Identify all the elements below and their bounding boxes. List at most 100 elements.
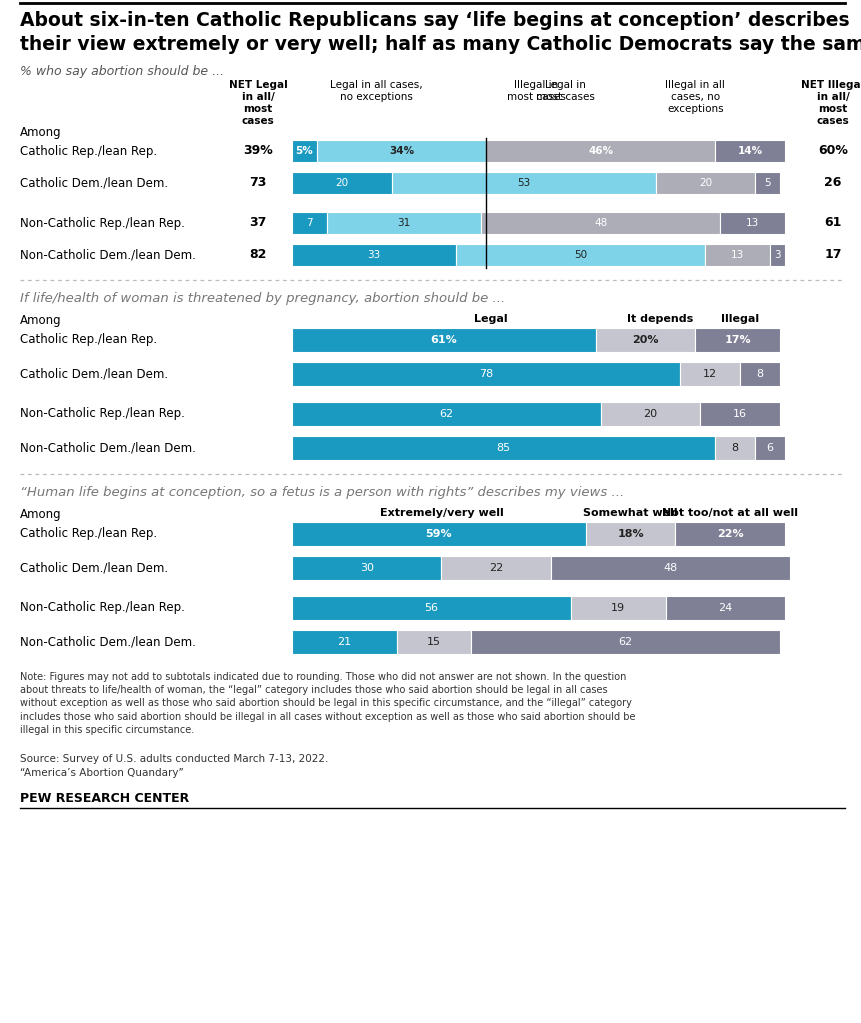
Text: 31: 31 (397, 218, 410, 228)
Text: 18%: 18% (616, 529, 643, 539)
Text: 13: 13 (745, 218, 759, 228)
Text: 17: 17 (823, 249, 841, 262)
Text: “Human life begins at conception, so a fetus is a person with rights” describes : “Human life begins at conception, so a f… (20, 486, 623, 499)
Bar (570, 596, 665, 620)
Bar (675, 522, 784, 546)
Bar (480, 212, 720, 234)
Bar (754, 172, 779, 194)
Text: Non-Catholic Rep./lean Rep.: Non-Catholic Rep./lean Rep. (20, 407, 184, 420)
Text: 73: 73 (249, 177, 266, 189)
Bar (396, 630, 471, 654)
Bar (695, 328, 779, 352)
Text: 46%: 46% (587, 146, 613, 155)
Text: Source: Survey of U.S. adults conducted March 7-13, 2022.
“America’s Abortion Qu: Source: Survey of U.S. adults conducted … (20, 754, 328, 779)
Text: About six-in-ten Catholic Republicans say ‘life begins at conception’ describes: About six-in-ten Catholic Republicans sa… (20, 11, 849, 30)
Text: 34%: 34% (388, 146, 413, 155)
Bar (292, 172, 391, 194)
Text: Among: Among (20, 126, 61, 139)
Text: Among: Among (20, 508, 61, 521)
Text: 61%: 61% (430, 335, 456, 345)
Text: 3: 3 (773, 250, 780, 260)
Bar (292, 212, 326, 234)
Bar (715, 436, 754, 460)
Text: Catholic Rep./lean Rep.: Catholic Rep./lean Rep. (20, 144, 157, 158)
Text: Non-Catholic Rep./lean Rep.: Non-Catholic Rep./lean Rep. (20, 602, 184, 615)
Text: Non-Catholic Dem./lean Dem.: Non-Catholic Dem./lean Dem. (20, 249, 195, 262)
Text: 48: 48 (593, 218, 607, 228)
Text: 22: 22 (488, 563, 503, 573)
Bar (679, 362, 740, 386)
Text: 20: 20 (698, 178, 711, 188)
Text: 85: 85 (496, 443, 510, 453)
Text: If life/health of woman is threatened by pregnancy, abortion should be ...: If life/health of woman is threatened by… (20, 292, 505, 305)
Text: NET Legal
in all/
most
cases: NET Legal in all/ most cases (228, 80, 287, 126)
Bar (455, 244, 704, 266)
Bar (292, 328, 595, 352)
Text: 8: 8 (731, 443, 738, 453)
Text: Catholic Rep./lean Rep.: Catholic Rep./lean Rep. (20, 528, 157, 540)
Text: 7: 7 (306, 218, 313, 228)
Bar (486, 140, 715, 162)
Text: 59%: 59% (425, 529, 452, 539)
Bar (471, 630, 779, 654)
Text: 30: 30 (359, 563, 374, 573)
Text: It depends: It depends (627, 314, 693, 324)
Text: Legal in
most cases: Legal in most cases (536, 80, 595, 102)
Text: Illegal in
most cases: Illegal in most cases (506, 80, 565, 102)
Text: % who say abortion should be ...: % who say abortion should be ... (20, 65, 224, 78)
Text: 14%: 14% (737, 146, 762, 155)
Bar (665, 596, 784, 620)
Text: Legal: Legal (474, 314, 507, 324)
Bar (326, 212, 480, 234)
Bar (441, 555, 550, 580)
Text: Catholic Dem./lean Dem.: Catholic Dem./lean Dem. (20, 562, 168, 575)
Text: 48: 48 (663, 563, 677, 573)
Bar (600, 402, 699, 426)
Text: 5%: 5% (295, 146, 313, 155)
Bar (292, 555, 441, 580)
Text: 82: 82 (249, 249, 266, 262)
Bar (715, 140, 784, 162)
Bar (699, 402, 779, 426)
Text: Somewhat well: Somewhat well (583, 508, 677, 518)
Bar (769, 244, 784, 266)
Bar (292, 522, 585, 546)
Text: 62: 62 (439, 409, 453, 419)
Text: Catholic Dem./lean Dem.: Catholic Dem./lean Dem. (20, 177, 168, 189)
Text: 61: 61 (823, 217, 840, 229)
Bar (550, 555, 789, 580)
Text: 50: 50 (573, 250, 586, 260)
Text: 53: 53 (517, 178, 530, 188)
Bar (292, 596, 570, 620)
Text: 17%: 17% (723, 335, 750, 345)
Bar (754, 436, 784, 460)
Text: 39%: 39% (243, 144, 273, 158)
Text: 20: 20 (335, 178, 348, 188)
Text: Catholic Rep./lean Rep.: Catholic Rep./lean Rep. (20, 333, 157, 347)
Text: 24: 24 (717, 603, 732, 613)
Text: Catholic Dem./lean Dem.: Catholic Dem./lean Dem. (20, 367, 168, 381)
Text: 33: 33 (367, 250, 381, 260)
Text: 16: 16 (733, 409, 746, 419)
Text: 56: 56 (424, 603, 438, 613)
Bar (585, 522, 675, 546)
Text: Illegal in all
cases, no
exceptions: Illegal in all cases, no exceptions (665, 80, 724, 114)
Text: 26: 26 (823, 177, 840, 189)
Text: Non-Catholic Rep./lean Rep.: Non-Catholic Rep./lean Rep. (20, 217, 184, 229)
Text: 20%: 20% (632, 335, 658, 345)
Bar (654, 172, 754, 194)
Text: their view extremely or very well; half as many Catholic Democrats say the same: their view extremely or very well; half … (20, 35, 861, 54)
Bar (317, 140, 486, 162)
Text: Legal in all cases,
no exceptions: Legal in all cases, no exceptions (330, 80, 423, 102)
Text: Among: Among (20, 314, 61, 327)
Text: 21: 21 (337, 637, 351, 647)
Text: PEW RESEARCH CENTER: PEW RESEARCH CENTER (20, 792, 189, 805)
Text: 12: 12 (703, 369, 716, 379)
Text: 37: 37 (249, 217, 266, 229)
Text: 22%: 22% (716, 529, 743, 539)
Text: 15: 15 (426, 637, 441, 647)
Bar (740, 362, 779, 386)
Text: 13: 13 (730, 250, 743, 260)
Text: Illegal: Illegal (721, 314, 759, 324)
Text: NET Illegal
in all/
most
cases: NET Illegal in all/ most cases (801, 80, 861, 126)
